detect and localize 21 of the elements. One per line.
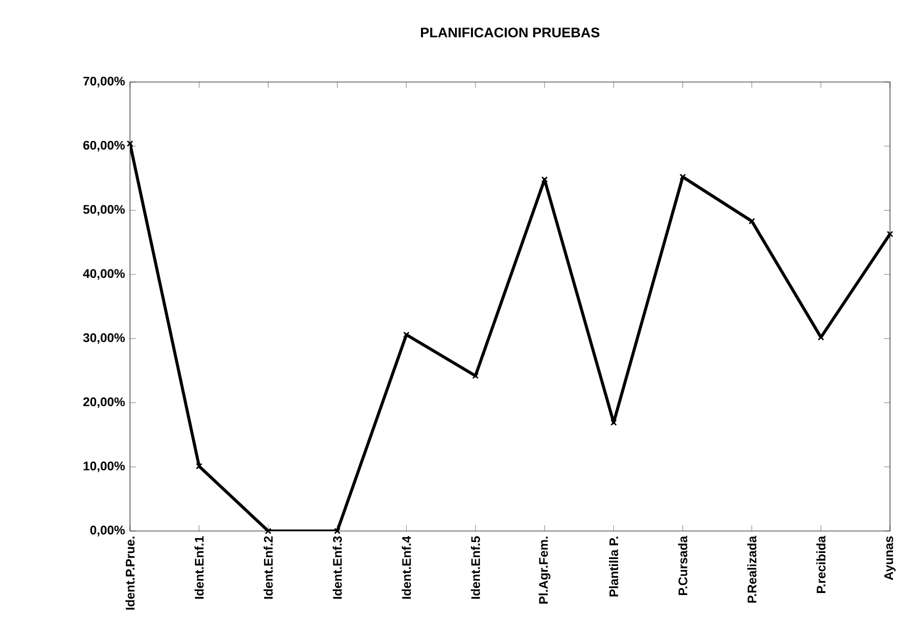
x-tick-label: Ident.Enf.5 — [470, 536, 480, 599]
x-tick-label: Plantilla P. — [609, 536, 618, 596]
y-tick-label: 70,00% — [83, 76, 125, 88]
y-tick-label: 50,00% — [83, 204, 125, 216]
x-tick-label: Ayunas — [884, 536, 896, 580]
x-tick-label: Ident.Enf.2 — [264, 536, 273, 599]
y-tick-label: 30,00% — [83, 333, 125, 344]
y-tick-label: 20,00% — [83, 397, 125, 408]
x-tick-label: Ident.Enf.1 — [194, 536, 204, 599]
x-tick-label: Ident.P.Prue. — [125, 536, 135, 610]
y-tick-label: 10,00% — [84, 462, 125, 472]
y-tick-label: 0,00% — [90, 526, 125, 536]
y-tick-label: 60,00% — [83, 140, 125, 152]
chart-title: PLANIFICACION PRUEBAS — [420, 28, 600, 38]
x-tick-label: P.Cursada — [678, 536, 688, 596]
x-tick-label: Ident.Enf.3 — [332, 536, 342, 599]
x-tick-label: P.recibida — [816, 536, 826, 593]
x-tick-label: Ident.Enf.4 — [402, 536, 411, 599]
x-tick-label: P.Realizada — [747, 536, 756, 603]
x-tick-label: Pl.Agr.Fem. — [538, 536, 550, 604]
y-tick-label: 40,00% — [83, 269, 125, 280]
